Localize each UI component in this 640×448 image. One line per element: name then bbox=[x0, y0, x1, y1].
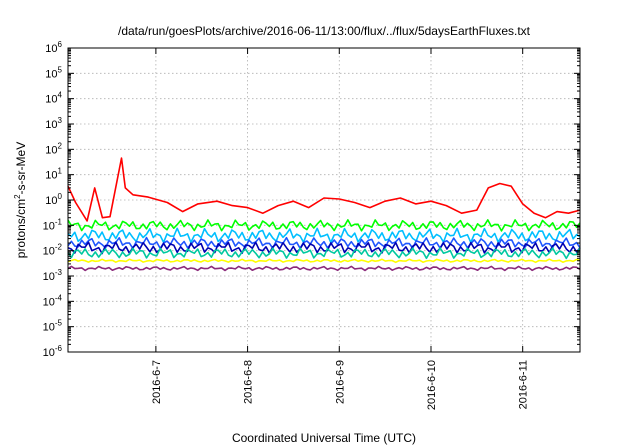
y-tick-exp: -4 bbox=[55, 293, 63, 302]
y-tick-base: 10 bbox=[43, 246, 55, 258]
y-tick-label: 104 bbox=[45, 91, 62, 106]
x-tick-label: 2016-6-11 bbox=[518, 360, 530, 409]
y-tick-base: 10 bbox=[43, 322, 55, 334]
y-tick-base: 10 bbox=[45, 119, 57, 131]
y-tick-label: 105 bbox=[45, 65, 62, 80]
y-tick-base: 10 bbox=[45, 68, 57, 80]
grid bbox=[68, 48, 580, 352]
series-line-3 bbox=[67, 227, 581, 244]
y-tick-label: 10-1 bbox=[43, 217, 63, 232]
y-axis-label-pre: protons/cm bbox=[14, 199, 28, 258]
y-tick-label: 10-3 bbox=[43, 268, 63, 283]
y-tick-exp: -1 bbox=[55, 217, 63, 226]
y-tick-exp: 0 bbox=[58, 192, 63, 201]
y-tick-exp: -5 bbox=[55, 319, 63, 328]
y-tick-label: 106 bbox=[45, 40, 62, 55]
y-tick-exp: 5 bbox=[58, 65, 63, 74]
series-layer bbox=[67, 157, 581, 272]
y-tick-base: 10 bbox=[45, 43, 57, 55]
y-tick-label: 102 bbox=[45, 141, 62, 156]
series-line-4 bbox=[67, 236, 581, 250]
y-tick-base: 10 bbox=[45, 94, 57, 106]
y-axis-label-sup: 2 bbox=[13, 194, 22, 199]
x-axis-label: Coordinated Universal Time (UTC) bbox=[232, 431, 416, 445]
series-line-6 bbox=[67, 247, 581, 260]
y-axis-label-post: -s-sr-MeV bbox=[14, 142, 28, 195]
y-tick-base: 10 bbox=[45, 170, 57, 182]
series-line-2 bbox=[67, 219, 581, 232]
x-tick-labels: 2016-6-7 2016-6-8 2016-6-9 2016-6-10 2016-6-… bbox=[151, 360, 530, 410]
x-tick-label: 2016-6-10 bbox=[426, 360, 438, 410]
y-tick-exp: 4 bbox=[58, 91, 63, 100]
y-tick-exp: -3 bbox=[55, 268, 63, 277]
y-tick-exp: 6 bbox=[58, 40, 63, 49]
series-line-8 bbox=[67, 265, 581, 272]
y-tick-label: 101 bbox=[45, 167, 62, 182]
y-tick-base: 10 bbox=[45, 195, 57, 207]
x-tick-label: 2016-6-7 bbox=[151, 360, 163, 404]
y-tick-base: 10 bbox=[43, 271, 55, 283]
y-tick-labels: 10-610-510-410-310-210-11001011021031041… bbox=[43, 40, 63, 359]
y-tick-label: 103 bbox=[45, 116, 62, 131]
y-tick-label: 10-6 bbox=[43, 344, 63, 359]
y-tick-exp: -6 bbox=[55, 344, 63, 353]
y-tick-exp: -2 bbox=[55, 243, 63, 252]
y-tick-label: 100 bbox=[45, 192, 62, 207]
y-axis-label: protons/cm2-s-sr-MeV bbox=[13, 142, 28, 258]
y-tick-exp: 2 bbox=[58, 141, 63, 150]
series-line-7 bbox=[67, 258, 581, 264]
y-tick-label: 10-5 bbox=[43, 319, 63, 334]
chart-title: /data/run/goesPlots/archive/2016-06-11/1… bbox=[118, 24, 531, 38]
y-tick-exp: 3 bbox=[58, 116, 63, 125]
y-tick-base: 10 bbox=[43, 220, 55, 232]
ticks bbox=[68, 47, 580, 353]
y-tick-label: 10-2 bbox=[43, 243, 63, 258]
series-line-5 bbox=[67, 241, 581, 255]
y-tick-base: 10 bbox=[43, 347, 55, 359]
x-tick-label: 2016-6-9 bbox=[334, 360, 346, 404]
y-tick-exp: 1 bbox=[58, 167, 63, 176]
series-line-1 bbox=[67, 157, 581, 222]
y-tick-label: 10-4 bbox=[43, 293, 63, 308]
y-tick-base: 10 bbox=[43, 296, 55, 308]
x-tick-label: 2016-6-8 bbox=[243, 360, 255, 404]
y-tick-base: 10 bbox=[45, 144, 57, 156]
